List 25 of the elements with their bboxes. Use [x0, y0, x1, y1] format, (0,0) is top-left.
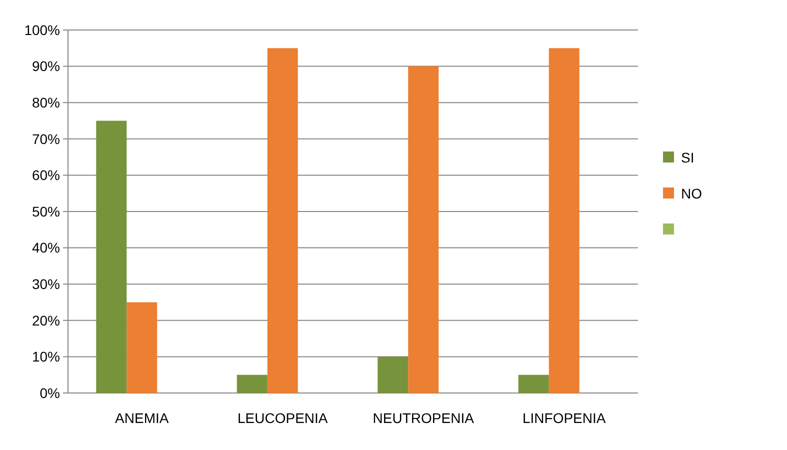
- bar: [548, 48, 580, 393]
- y-tick-label: 10%: [32, 348, 60, 365]
- y-tick-label: 40%: [32, 240, 60, 256]
- x-tick-label: LEUCOPENIA: [238, 410, 328, 426]
- legend-label: NO: [681, 185, 702, 202]
- bar: [518, 374, 549, 393]
- bar: [408, 66, 439, 393]
- y-tick-label: 60%: [32, 167, 60, 184]
- x-tick-label: LINFOPENIA: [522, 410, 606, 426]
- bar: [236, 374, 268, 393]
- bar: [378, 356, 408, 393]
- bar: [267, 48, 298, 393]
- y-tick-label: 50%: [32, 203, 60, 220]
- y-tick-label: 80%: [32, 94, 60, 110]
- bar: [126, 302, 158, 393]
- legend-label: SI: [681, 149, 694, 166]
- x-tick-label: ANEMIA: [115, 410, 170, 426]
- y-tick-label: 100%: [24, 22, 60, 38]
- y-tick-label: 90%: [32, 58, 60, 74]
- bar: [96, 120, 127, 393]
- y-tick-label: 0%: [40, 384, 60, 401]
- y-tick-label: 20%: [32, 312, 60, 328]
- y-tick-label: 30%: [32, 276, 60, 292]
- x-tick-label: NEUTROPENIA: [372, 410, 475, 426]
- y-tick-label: 70%: [32, 130, 60, 147]
